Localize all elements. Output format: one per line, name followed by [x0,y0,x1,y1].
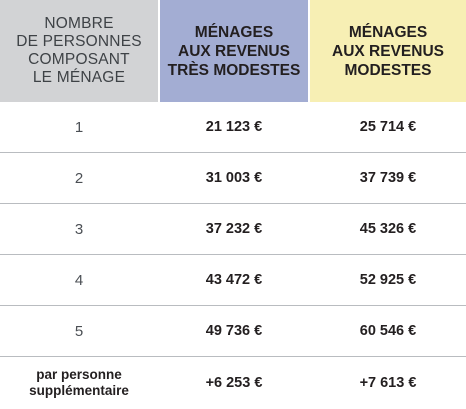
cell-very-modest-threshold: 37 232 € [205,221,263,237]
cell-household-size: 5 [74,322,84,340]
header-very-modest-income: Ménages aux revenus très modestes [160,0,308,102]
header-modest-income-label: Ménages aux revenus modestes [332,23,444,79]
header-modest-income: Ménages aux revenus modestes [310,0,466,102]
cell-very-modest-threshold: +6 253 € [205,375,263,391]
table-row: 1 21 123 € 25 714 € [0,102,466,153]
cell-very-modest-threshold: 21 123 € [205,119,263,135]
cell-modest-threshold: 37 739 € [359,170,417,186]
cell-modest-threshold: 52 925 € [359,272,417,288]
cell-modest-threshold: +7 613 € [359,375,417,391]
cell-household-size: 1 [74,118,84,136]
table-row: 4 43 472 € 52 925 € [0,255,466,306]
cell-household-size: 4 [74,271,84,289]
cell-very-modest-threshold: 31 003 € [205,170,263,186]
table-row: 2 31 003 € 37 739 € [0,153,466,204]
cell-household-size: 3 [74,220,84,238]
cell-modest-threshold: 25 714 € [359,119,417,135]
cell-very-modest-threshold: 49 736 € [205,323,263,339]
cell-modest-threshold: 60 546 € [359,323,417,339]
table-row: par personne supplémentaire +6 253 € +7 … [0,357,466,409]
cell-very-modest-threshold: 43 472 € [205,272,263,288]
cell-household-size: 2 [74,169,84,187]
table-row: 5 49 736 € 60 546 € [0,306,466,357]
table-row: 3 37 232 € 45 326 € [0,204,466,255]
header-very-modest-income-label: Ménages aux revenus très modestes [167,23,301,79]
cell-additional-person: par personne supplémentaire [29,367,129,398]
cell-modest-threshold: 45 326 € [359,221,417,237]
